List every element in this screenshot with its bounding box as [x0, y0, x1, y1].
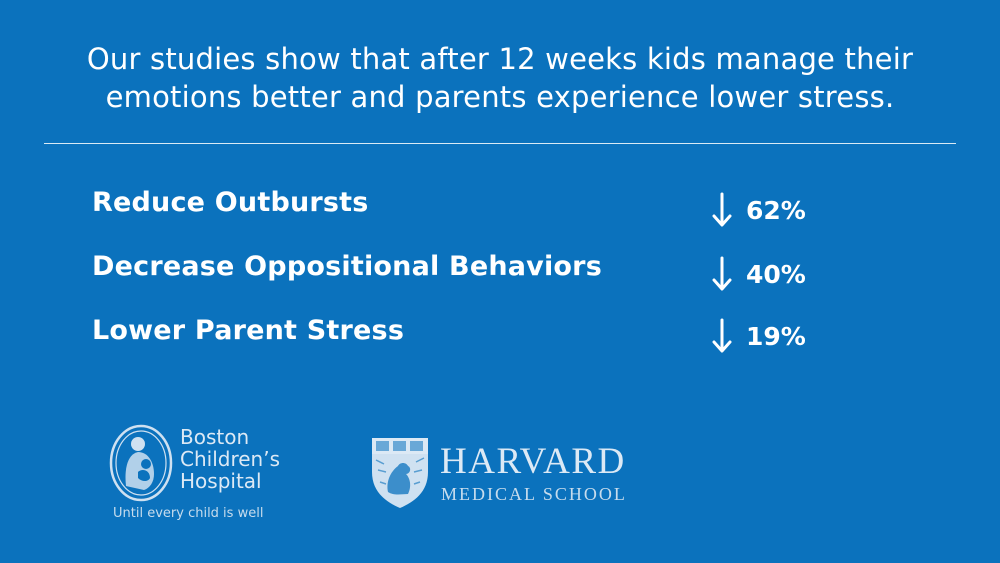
- hms-name: HARVARD: [440, 441, 626, 482]
- stat-label-oppositional: Decrease Oppositional Behaviors: [92, 251, 602, 282]
- stat-value-outbursts: 62%: [712, 192, 806, 228]
- boston-childrens-logo: Boston Children’s Hospital Until every c…: [108, 424, 338, 524]
- stat-label-parent-stress: Lower Parent Stress: [92, 315, 405, 346]
- down-arrow-icon: [712, 192, 732, 227]
- bch-name-line-1: Boston: [180, 425, 250, 449]
- divider: [44, 143, 956, 144]
- hms-subtitle: MEDICAL SCHOOL: [441, 484, 627, 504]
- mother-child-emblem-icon: [109, 424, 173, 502]
- bch-name-line-3: Hospital: [180, 469, 262, 493]
- stat-value-oppositional: 40%: [712, 256, 806, 292]
- headline-line-1: Our studies show that after 12 weeks kid…: [86, 42, 914, 76]
- stat-label-outbursts: Reduce Outbursts: [92, 187, 369, 218]
- stat-percent: 19%: [746, 321, 806, 351]
- bch-tagline: Until every child is well: [113, 506, 264, 521]
- down-arrow-icon: [712, 318, 732, 353]
- bch-name-line-2: Children’s: [180, 447, 280, 471]
- headline-line-2: emotions better and parents experience l…: [105, 80, 895, 114]
- stat-percent: 40%: [746, 259, 806, 289]
- down-arrow-icon: [712, 256, 732, 291]
- headline: Our studies show that after 12 weeks kid…: [40, 40, 960, 116]
- stat-value-parent-stress: 19%: [712, 318, 806, 354]
- bch-name: Boston Children’s Hospital: [180, 426, 280, 492]
- stat-percent: 62%: [746, 195, 806, 225]
- harvard-shield-icon: [372, 438, 428, 508]
- harvard-medical-school-logo: HARVARD MEDICAL SCHOOL: [370, 436, 670, 516]
